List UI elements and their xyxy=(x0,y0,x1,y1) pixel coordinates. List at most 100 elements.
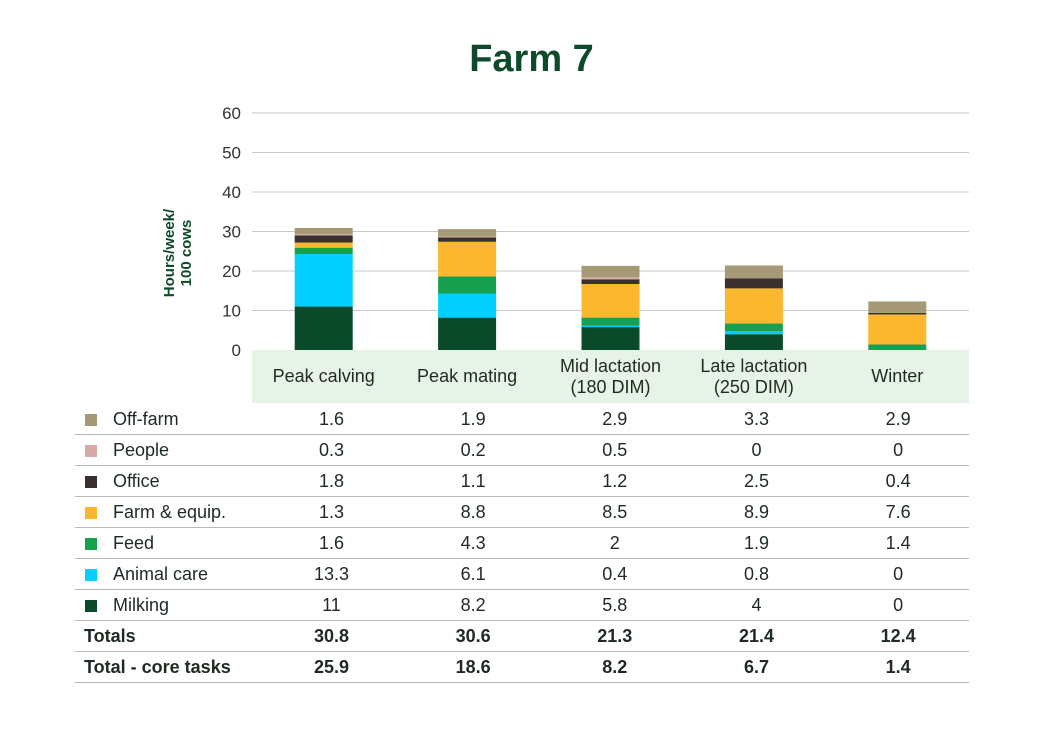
category-label-line: Peak calving xyxy=(272,366,375,386)
bar-segment xyxy=(724,278,783,289)
legend-label: Off-farm xyxy=(113,408,179,429)
data-label: 0.8 xyxy=(685,558,828,590)
bar-segment xyxy=(438,293,497,318)
total-value: 30.8 xyxy=(260,620,403,652)
bar-segment xyxy=(581,277,640,280)
bar-segment xyxy=(294,242,353,248)
total-value: 21.3 xyxy=(543,620,686,652)
data-label: 8.5 xyxy=(543,496,686,528)
category-label: Winter xyxy=(826,350,969,403)
legend-swatch xyxy=(85,506,97,519)
data-label: 0 xyxy=(827,558,969,590)
table-row: Animal care 13.3 6.1 0.4 0.8 0 xyxy=(75,558,969,590)
data-label: 2.9 xyxy=(543,404,686,435)
legend-label: Animal care xyxy=(113,563,209,584)
bar-segment xyxy=(438,237,497,242)
bar-segment xyxy=(581,325,640,328)
bar-segment xyxy=(581,279,640,285)
table-row: Milking 11 8.2 5.8 4 0 xyxy=(75,589,969,621)
y-tick-label: 30 xyxy=(222,223,241,242)
total-value: 8.2 xyxy=(543,651,686,683)
chart-title: Farm 7 xyxy=(469,38,594,80)
table-row: Off-farm 1.6 1.9 2.9 3.3 2.9 xyxy=(75,404,969,435)
bar-segment xyxy=(438,229,497,237)
bar-segment xyxy=(724,288,783,324)
category-label-line: (250 DIM) xyxy=(713,376,794,397)
data-label: 2 xyxy=(543,527,686,559)
legend-swatch xyxy=(85,599,97,612)
legend-label: People xyxy=(113,439,170,460)
legend-entry: Off-farm xyxy=(75,404,261,435)
data-label: 0.4 xyxy=(543,558,686,590)
legend-swatch xyxy=(85,537,97,550)
data-label: 4 xyxy=(685,589,828,621)
data-label: 13.3 xyxy=(260,558,403,590)
legend-entry: Feed xyxy=(75,527,261,559)
data-label: 1.8 xyxy=(260,465,403,497)
category-band xyxy=(252,350,969,403)
legend-entry: Office xyxy=(75,465,261,497)
data-label: 6.1 xyxy=(402,558,544,590)
bar-segment xyxy=(294,306,353,350)
bar-segment xyxy=(294,234,353,236)
bar-segment xyxy=(724,331,783,335)
category-label: Peak calving xyxy=(252,350,395,403)
total-value: 30.6 xyxy=(402,620,544,652)
table-row: People 0.3 0.2 0.5 0 0 xyxy=(75,434,969,466)
bar-segment xyxy=(438,317,497,350)
data-label: 0.2 xyxy=(402,434,544,466)
legend-label: Milking xyxy=(113,594,170,615)
data-label: 2.9 xyxy=(827,404,969,435)
y-tick-label: 10 xyxy=(222,302,241,321)
data-label: 11 xyxy=(260,589,403,621)
bar-segment xyxy=(868,314,927,345)
data-table: Off-farm 1.6 1.9 2.9 3.3 2.9 People 0.3 0.2 0.5 0 0… xyxy=(75,404,969,683)
legend-entry: Milking xyxy=(75,589,261,621)
legend-entry: Farm & equip. xyxy=(75,496,261,528)
bar-segment xyxy=(438,236,497,238)
total-value: 1.4 xyxy=(827,651,969,683)
bar-segment xyxy=(581,327,640,350)
bar-segment xyxy=(294,235,353,243)
bar-segment xyxy=(724,323,783,332)
data-label: 0.5 xyxy=(543,434,686,466)
data-label: 0.4 xyxy=(827,465,969,497)
data-label: 1.6 xyxy=(260,404,403,435)
bar-segment xyxy=(868,344,927,350)
y-tick-label: 40 xyxy=(222,183,241,202)
category-label-line: (180 DIM) xyxy=(570,376,651,397)
bar-segment xyxy=(294,247,353,255)
total-label: Totals xyxy=(75,620,261,652)
data-label: 7.6 xyxy=(827,496,969,528)
data-label: 1.9 xyxy=(685,527,828,559)
bar-segment xyxy=(724,334,783,350)
table-row: Feed 1.6 4.3 2 1.9 1.4 xyxy=(75,527,969,559)
table-row: Farm & equip. 1.3 8.8 8.5 8.9 7.6 xyxy=(75,496,969,528)
data-label: 0.3 xyxy=(260,434,403,466)
total-row: Total - core tasks 25.9 18.6 8.2 6.7 1.4 xyxy=(75,651,969,683)
data-label: 1.2 xyxy=(543,465,686,497)
data-label: 1.3 xyxy=(260,496,403,528)
total-value: 21.4 xyxy=(685,620,828,652)
data-label: 1.6 xyxy=(260,527,403,559)
total-value: 25.9 xyxy=(260,651,403,683)
category-label-line: Late lactation xyxy=(700,355,808,376)
stacked-bar-chart: 0 10 20 30 40 50 60 xyxy=(222,104,969,360)
data-label: 1.9 xyxy=(402,404,544,435)
legend-swatch xyxy=(85,413,97,426)
bar-segment xyxy=(438,241,497,277)
data-label: 0 xyxy=(827,434,969,466)
legend-swatch xyxy=(85,444,97,457)
legend-label: Farm & equip. xyxy=(113,501,227,522)
legend-swatch xyxy=(85,475,97,488)
bar-segment xyxy=(438,276,497,294)
data-label: 0 xyxy=(827,589,969,621)
data-label: 3.3 xyxy=(685,404,828,435)
bar-segment xyxy=(868,312,927,315)
data-label: 8.9 xyxy=(685,496,828,528)
total-value: 12.4 xyxy=(827,620,969,652)
legend-swatch xyxy=(85,568,97,581)
legend-label: Office xyxy=(113,470,160,491)
bar-segment xyxy=(294,227,353,235)
bar-segment xyxy=(581,317,640,326)
